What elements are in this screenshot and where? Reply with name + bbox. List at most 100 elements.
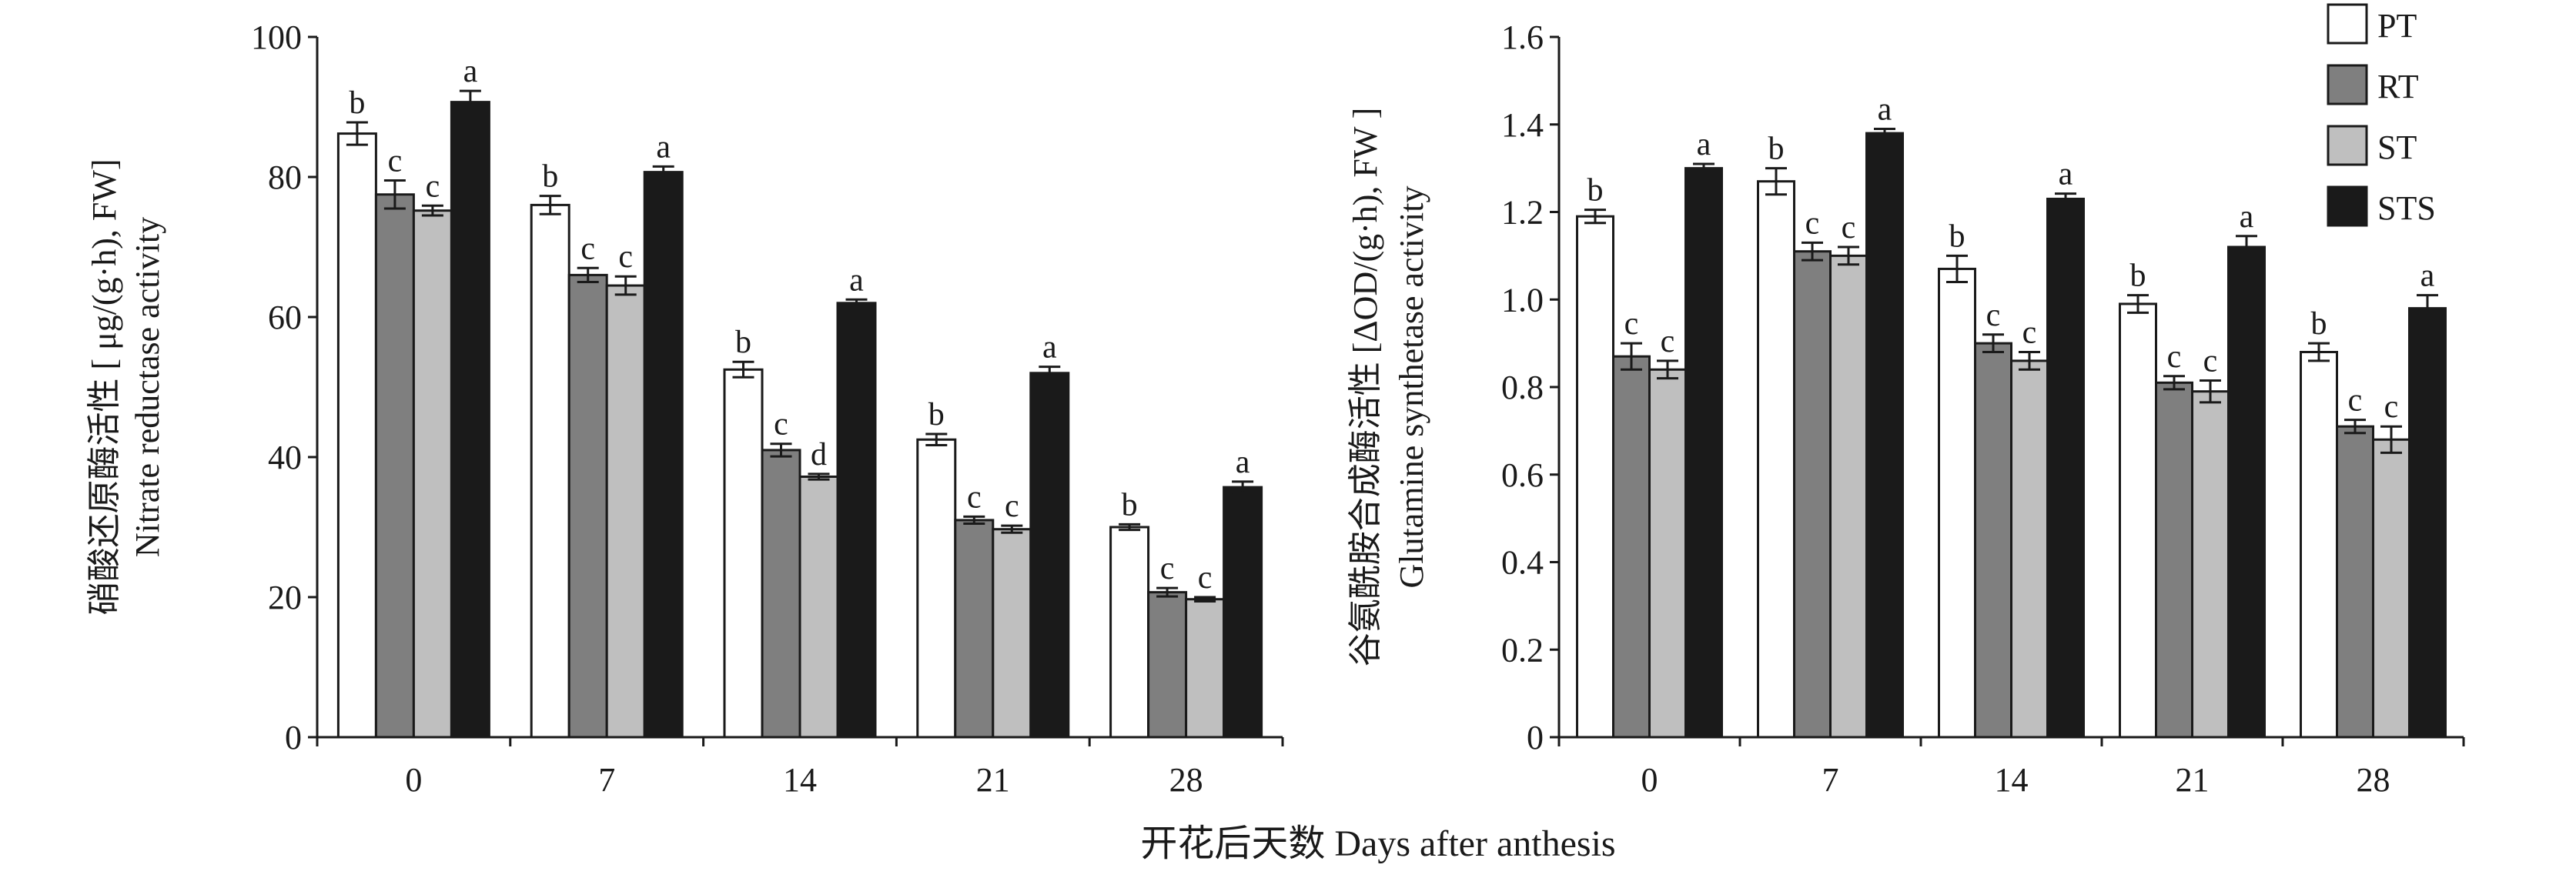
nr-x-tick-label: 14 [783,761,817,799]
gs-significance-letter: b [1768,132,1785,167]
nr-x-tick-label: 7 [598,761,615,799]
nr-bar-sts [643,171,684,739]
legend-swatch-rt [2327,64,2368,105]
nr-bar-sts [450,101,490,739]
nr-significance-letter: a [463,54,478,89]
gs-significance-letter: c [2167,339,2182,375]
nr-significance-letter: d [811,437,827,472]
gs-bar-pt [1576,215,1614,739]
nr-significance-letter: a [849,262,864,298]
nr-bar-rt [761,449,801,739]
gs-significance-letter: b [1949,219,1965,254]
nr-x-tick-label: 28 [1169,761,1203,799]
gs-x-tick-label: 21 [2176,761,2210,799]
nr-significance-letter: a [1236,445,1250,480]
nr-y-tick-label: 20 [268,579,302,616]
gs-x-tick-label: 7 [1822,761,1839,799]
nr-bar-pt [723,368,764,739]
gs-significance-letter: c [2203,343,2218,379]
nr-bar-sts [836,302,877,739]
nr-significance-letter: b [735,325,751,360]
gs-y-tick-label: 0.2 [1501,631,1544,669]
gs-bar-pt [1938,267,1976,739]
nr-bar-sts [1223,486,1263,739]
nr-significance-letter: a [1042,330,1057,366]
gs-y-tick-label: 0.6 [1501,456,1544,494]
gs-x-tick-label: 28 [2357,761,2390,799]
gs-significance-letter: c [2384,389,2399,425]
gs-significance-letter: a [1878,92,1892,127]
gs-bar-rt [2155,381,2193,739]
legend-label-st: ST [2377,129,2417,166]
gs-y-axis-label-en: Glutamine synthetase activity [1393,186,1430,589]
gs-bar-sts [1684,167,1723,739]
gs-significance-letter: c [1805,205,1820,241]
gs-significance-letter: c [1661,324,1675,359]
gs-bar-sts [2046,197,2085,739]
nr-y-tick-label: 100 [251,18,302,56]
legend-swatch-sts [2327,185,2368,227]
nr-significance-letter: b [542,159,558,195]
nr-y-tick-label: 0 [285,719,302,756]
gs-significance-letter: c [1624,306,1639,342]
gs-y-tick-label: 1.4 [1501,106,1544,144]
gs-significance-letter: c [1986,298,2001,333]
gs-significance-letter: a [1697,127,1711,162]
nr-y-axis-label-en: Nitrate reductase activity [129,217,166,557]
nr-x-tick-label: 21 [976,761,1010,799]
nr-bar-st [798,475,839,739]
gs-bar-sts [2408,307,2447,739]
legend-swatch-pt [2327,3,2368,45]
nr-significance-letter: c [1160,551,1175,586]
nr-bar-st [412,209,453,739]
gs-bar-sts [2227,245,2266,739]
gs-bar-rt [1612,355,1651,739]
nr-bar-rt [374,193,415,739]
nr-significance-letter: c [967,479,982,515]
nr-significance-letter: c [1198,560,1213,596]
gs-y-tick-label: 1.0 [1501,281,1544,319]
gs-bar-st [2010,359,2049,739]
nr-y-tick-label: 40 [268,439,302,476]
nr-significance-letter: c [426,169,440,204]
gs-significance-letter: c [1842,210,1856,245]
gs-bar-sts [1865,132,1904,739]
gs-bar-st [1829,254,1868,739]
nr-significance-letter: a [656,129,671,165]
nr-x-tick-label: 0 [405,761,422,799]
nr-bar-st [605,284,646,739]
gs-bar-pt [2300,351,2338,739]
nr-bar-pt [336,132,377,739]
nr-bar-st [992,528,1032,739]
gs-x-tick-label: 0 [1641,761,1658,799]
legend-label-sts: STS [2377,189,2436,227]
gs-significance-letter: b [2130,259,2146,294]
gs-bar-pt [2119,302,2157,739]
gs-bar-st [1648,368,1687,739]
gs-significance-letter: b [1587,173,1604,209]
legend-swatch-st [2327,125,2368,166]
nr-y-tick-label: 60 [268,299,302,336]
gs-significance-letter: c [2022,315,2037,351]
legend-label-pt: PT [2377,7,2417,45]
nr-bar-st [1185,598,1226,739]
gs-y-tick-label: 0.4 [1501,544,1544,582]
gs-significance-letter: b [2311,306,2327,342]
nr-bar-sts [1029,372,1070,739]
nr-significance-letter: b [928,397,945,432]
nr-bar-pt [530,203,570,739]
nr-significance-letter: c [774,407,788,442]
gs-bar-pt [1757,180,1795,739]
nr-bar-pt [1109,526,1150,739]
gs-significance-letter: a [2059,157,2073,192]
gs-bar-rt [2336,425,2374,739]
gs-y-tick-label: 1.2 [1501,194,1544,232]
nr-significance-letter: b [1122,487,1138,522]
nr-bar-pt [916,438,957,739]
gs-y-axis-label-cn: 谷氨酰胺合成酶活性 [ΔOD/(g·h), FW ] [1347,108,1384,667]
nr-bar-rt [567,273,608,739]
